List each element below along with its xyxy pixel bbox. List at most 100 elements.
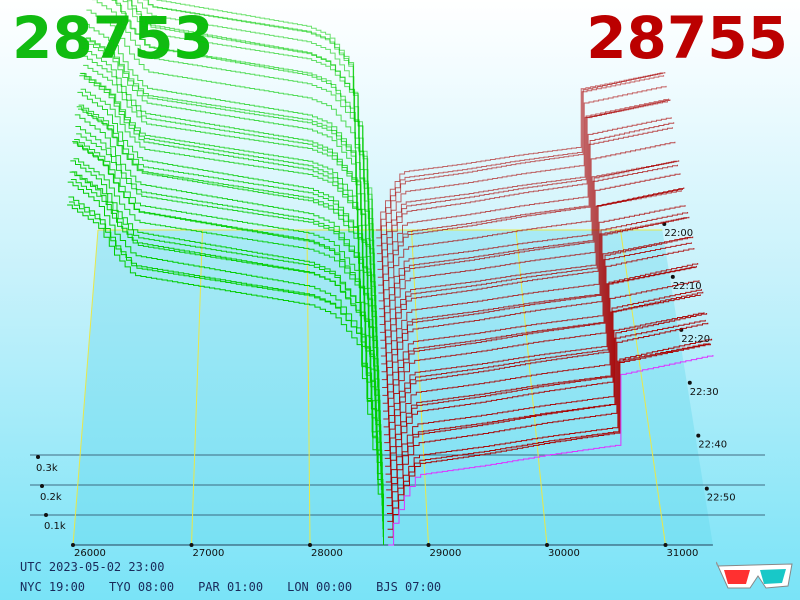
y-tick-mark bbox=[44, 513, 48, 517]
bid-depth-slice bbox=[79, 75, 379, 396]
y-tick-mark bbox=[36, 455, 40, 459]
price-gridline bbox=[620, 229, 666, 546]
city-clocks: NYC 19:00 TYO 08:00 PAR 01:00 LON 00:00 BJS … bbox=[20, 580, 465, 594]
ask-depth-slice bbox=[388, 355, 714, 546]
city-time: BJS 07:00 bbox=[376, 580, 442, 594]
x-tick-mark bbox=[71, 543, 75, 547]
x-tick-label: 29000 bbox=[430, 548, 462, 559]
bid-depth-slice bbox=[67, 181, 384, 538]
ask-depth-slice bbox=[376, 72, 666, 247]
bid-depth-slice bbox=[84, 23, 377, 333]
ask-depth-slice bbox=[382, 236, 691, 404]
ask-depth-slice bbox=[378, 127, 673, 294]
bid-depth-slice bbox=[83, 40, 377, 341]
bid-depth-slice bbox=[156, 0, 373, 246]
bid-depth-slice bbox=[80, 88, 378, 380]
ask-depth-slice bbox=[379, 141, 676, 310]
y-tick-mark bbox=[40, 484, 44, 488]
ask-depth-slice bbox=[386, 312, 705, 491]
price-gridline bbox=[191, 229, 203, 546]
x-tick-label: 28000 bbox=[311, 548, 343, 559]
bid-depth-slice bbox=[69, 201, 384, 522]
ask-depth-slice bbox=[377, 98, 670, 270]
3d-glasses-icon[interactable] bbox=[716, 560, 794, 592]
ask-depth-slice bbox=[381, 217, 687, 381]
ask-depth-slice bbox=[385, 291, 704, 483]
time-tick-label: 22:30 bbox=[690, 387, 719, 398]
time-tick-mark bbox=[704, 486, 709, 491]
ask-depth-slice bbox=[384, 280, 700, 459]
ask-depth-slice bbox=[386, 319, 706, 499]
utc-timestamp: UTC 2023-05-02 23:00 bbox=[20, 560, 165, 574]
time-tick-label: 22:40 bbox=[698, 440, 727, 451]
ask-depth-slice bbox=[379, 164, 678, 325]
bid-depth-slice bbox=[74, 114, 381, 451]
ask-depth-slice bbox=[385, 289, 702, 475]
ask-depth-slice bbox=[383, 236, 694, 420]
y-tick-label: 0.2k bbox=[40, 492, 62, 503]
y-tick-label: 0.3k bbox=[36, 463, 58, 474]
bid-depth-slice bbox=[137, 0, 374, 254]
ask-depth-slice bbox=[376, 72, 663, 231]
y-tick-label: 0.1k bbox=[44, 521, 66, 532]
city-time: TYO 08:00 bbox=[109, 580, 175, 594]
ask-depth-slice bbox=[387, 338, 713, 538]
x-tick-mark bbox=[426, 543, 431, 547]
bid-depth-slice bbox=[83, 64, 377, 349]
ask-depth-slice bbox=[377, 99, 671, 278]
ask-depth-slice bbox=[386, 313, 708, 507]
depth-chart: 26000 27000 28000 29000 30000 31000 0.1k 0.2k 0.… bbox=[30, 0, 765, 559]
bid-depth-slice bbox=[91, 0, 375, 293]
city-time: LON 00:00 bbox=[287, 580, 353, 594]
time-tick-label: 22:10 bbox=[673, 281, 702, 292]
ask-depth-slice bbox=[378, 122, 675, 302]
price-gridline bbox=[72, 229, 99, 546]
time-tick-label: 22:00 bbox=[664, 228, 693, 239]
ask-depth-slice bbox=[380, 173, 681, 341]
bid-depth-slice bbox=[143, 0, 373, 238]
ask-depth-slice bbox=[382, 212, 689, 388]
bid-depth-slice bbox=[126, 0, 374, 270]
best-ask-price: 28755 bbox=[586, 4, 788, 72]
ask-depth-slice bbox=[379, 160, 677, 318]
price-gridline bbox=[306, 229, 311, 546]
ask-depth-slice bbox=[379, 160, 680, 333]
x-tick-mark bbox=[189, 543, 194, 547]
time-tick-mark bbox=[687, 380, 692, 385]
bid-depth-slice bbox=[81, 47, 378, 364]
bid-depth-slice bbox=[86, 9, 376, 309]
ask-depth-slice bbox=[376, 75, 665, 239]
ask-depth-slice bbox=[382, 216, 690, 396]
ask-depth-slice bbox=[387, 343, 711, 530]
bid-depth-slice bbox=[72, 141, 382, 482]
x-tick-label: 30000 bbox=[548, 548, 580, 559]
x-tick-mark bbox=[308, 543, 312, 547]
ask-depth-slice bbox=[383, 266, 696, 436]
ask-depth-slice bbox=[387, 322, 709, 514]
ask-depth-slice bbox=[387, 342, 710, 522]
bid-depth-slice bbox=[75, 126, 381, 443]
bid-depth-slice bbox=[69, 171, 383, 514]
price-gridline bbox=[411, 229, 429, 546]
time-tick-mark bbox=[670, 274, 675, 279]
city-time: NYC 19:00 bbox=[20, 580, 86, 594]
time-tick-mark bbox=[696, 433, 701, 438]
bid-depth-slice bbox=[85, 38, 376, 325]
ask-depth-slice bbox=[376, 85, 667, 255]
city-time: PAR 01:00 bbox=[198, 580, 264, 594]
bid-depth-slice bbox=[122, 0, 374, 262]
bid-depth-slice bbox=[73, 158, 381, 467]
bid-depth-slice bbox=[67, 204, 384, 545]
bid-depth-slice bbox=[70, 160, 383, 506]
x-tick-label: 31000 bbox=[667, 548, 699, 559]
ask-depth-slice bbox=[381, 187, 685, 365]
ask-depth-slice bbox=[383, 248, 695, 428]
ask-depth-slice bbox=[384, 265, 697, 444]
ask-depth-slice bbox=[378, 117, 672, 286]
time-tick-label: 22:20 bbox=[681, 334, 710, 345]
bid-depth-slice bbox=[71, 171, 382, 490]
bid-depth-slice bbox=[77, 91, 380, 419]
bid-depth-slice bbox=[76, 106, 380, 427]
bid-depth-slice bbox=[76, 133, 380, 435]
bid-depth-slice bbox=[131, 0, 374, 278]
